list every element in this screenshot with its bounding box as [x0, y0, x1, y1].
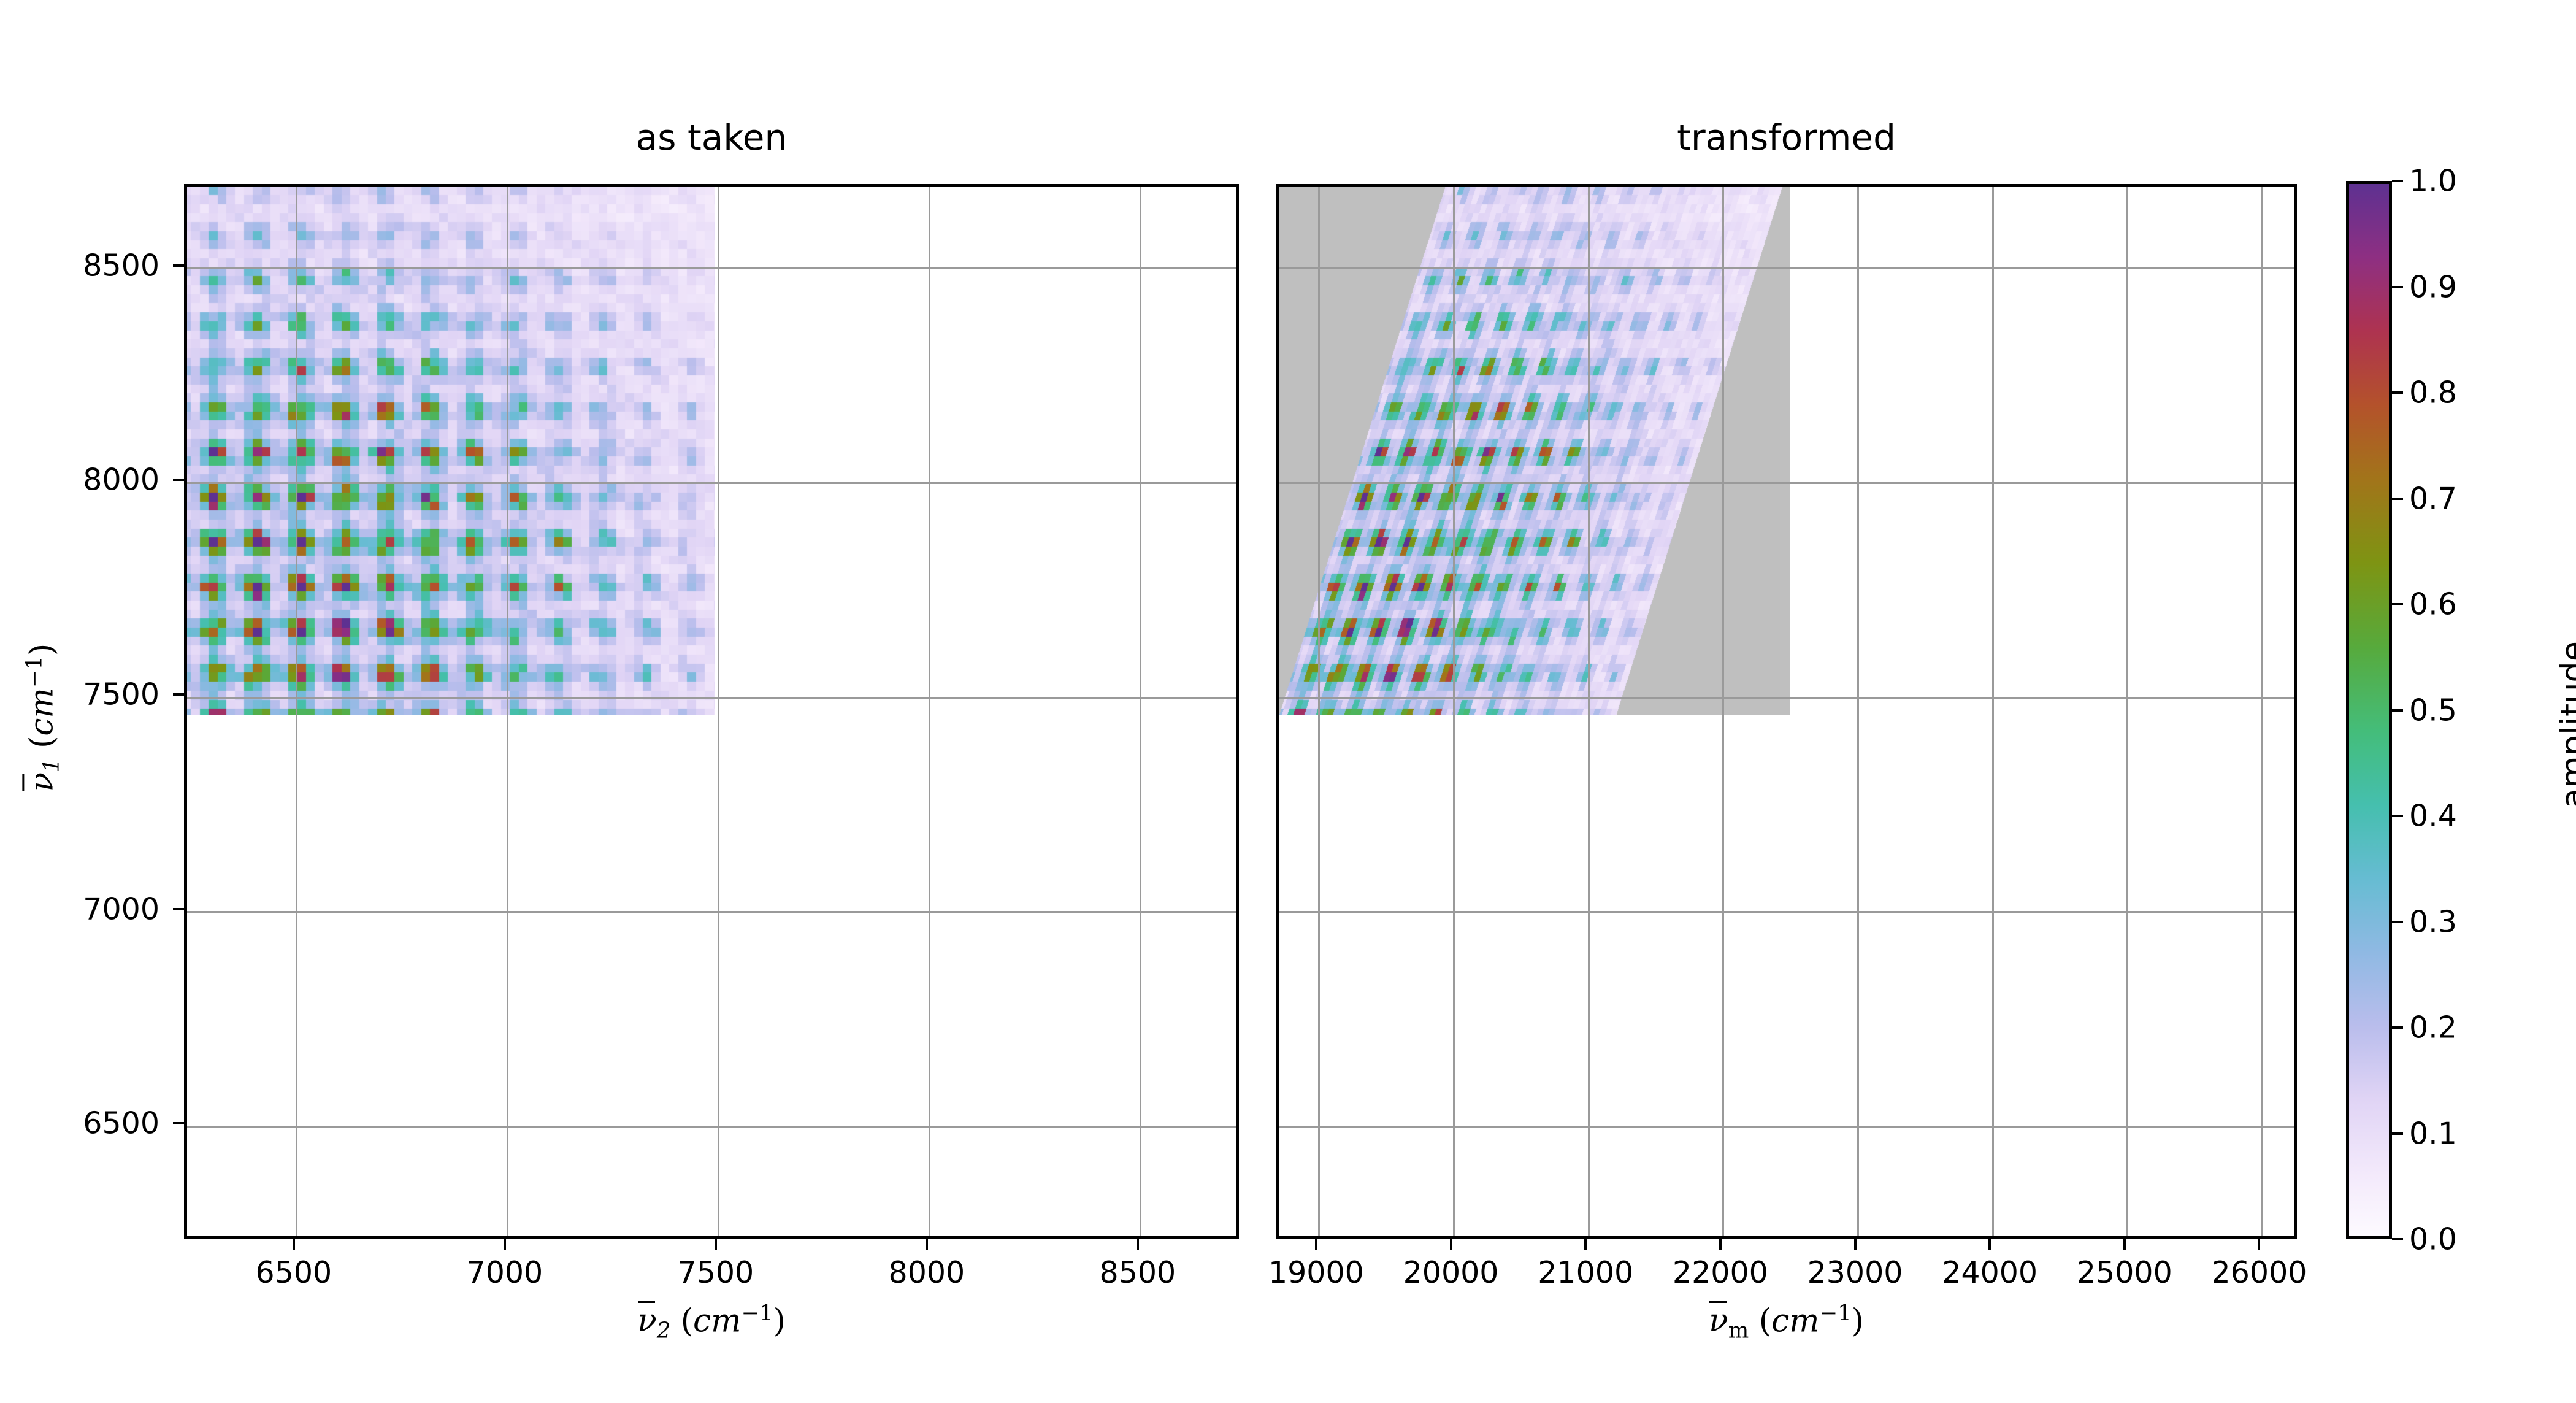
heatmap-as-taken — [187, 187, 715, 715]
gridline-vertical — [2126, 187, 2129, 1236]
yaxis-label-as-taken: ν1 (cm−1) — [21, 643, 64, 792]
colorbar-tick-label: 0.2 — [2409, 1010, 2457, 1045]
gridline-horizontal — [1279, 1125, 2294, 1128]
colorbar-tick-mark — [2392, 391, 2403, 394]
colorbar-tick-label: 0.6 — [2409, 586, 2457, 622]
colorbar-gradient — [2349, 184, 2389, 1236]
x-tick-mark — [2258, 1239, 2261, 1250]
gridline-horizontal — [1279, 911, 2294, 913]
heatmap-transformed — [1279, 187, 1790, 715]
colorbar-tick-label: 0.4 — [2409, 798, 2457, 834]
x-tick-label: 7500 — [677, 1255, 754, 1290]
y-tick-mark — [173, 1122, 184, 1125]
colorbar-tick-mark — [2392, 497, 2403, 500]
colorbar-tick-label: 0.7 — [2409, 481, 2457, 516]
x-tick-mark — [1449, 1239, 1452, 1250]
x-tick-mark — [1988, 1239, 1991, 1250]
x-tick-mark — [1719, 1239, 1722, 1250]
colorbar-tick-label: 0.8 — [2409, 375, 2457, 410]
y-tick-mark — [173, 264, 184, 267]
colorbar-tick-mark — [2392, 920, 2403, 923]
colorbar-tick-label: 0.5 — [2409, 693, 2457, 728]
colorbar-tick-mark — [2392, 709, 2403, 712]
x-tick-mark — [1584, 1239, 1587, 1250]
gridline-horizontal — [187, 911, 1236, 913]
x-tick-mark — [925, 1239, 928, 1250]
x-tick-label: 23000 — [1807, 1255, 1903, 1290]
y-tick-label: 7500 — [83, 677, 159, 712]
x-tick-label: 25000 — [2076, 1255, 2172, 1290]
y-tick-label: 8500 — [83, 248, 159, 283]
y-tick-mark — [173, 907, 184, 910]
panel-title-transformed: transformed — [1677, 117, 1896, 158]
colorbar-tick-label: 0.3 — [2409, 904, 2457, 939]
colorbar-tick-mark — [2392, 285, 2403, 288]
gridline-vertical — [1857, 187, 1860, 1236]
x-tick-label: 24000 — [1942, 1255, 2038, 1290]
xaxis-label-transformed: νm (cm−1) — [1709, 1301, 1864, 1343]
colorbar-tick-mark — [2392, 1026, 2403, 1029]
y-tick-label: 8000 — [83, 462, 159, 498]
x-tick-mark — [1136, 1239, 1139, 1250]
gridline-horizontal — [187, 1125, 1236, 1128]
x-tick-label: 21000 — [1538, 1255, 1634, 1290]
colorbar-label: amplitude — [2553, 641, 2576, 809]
panel-title-as-taken: as taken — [635, 117, 788, 158]
gridline-vertical — [1140, 187, 1142, 1236]
colorbar-tick-label: 0.1 — [2409, 1116, 2457, 1151]
panel-as-taken[interactable] — [184, 184, 1239, 1239]
colorbar-tick-mark — [2392, 603, 2403, 605]
x-tick-mark — [1314, 1239, 1317, 1250]
x-tick-label: 20000 — [1403, 1255, 1499, 1290]
x-tick-label: 19000 — [1268, 1255, 1364, 1290]
y-tick-mark — [173, 693, 184, 696]
colorbar-tick-label: 0.9 — [2409, 269, 2457, 304]
gridline-vertical — [718, 187, 720, 1236]
x-tick-label: 8000 — [888, 1255, 965, 1290]
panel-transformed[interactable] — [1276, 184, 2297, 1239]
x-tick-label: 8500 — [1099, 1255, 1176, 1290]
x-tick-label: 26000 — [2211, 1255, 2307, 1290]
y-tick-label: 7000 — [83, 891, 159, 927]
colorbar-tick-label: 0.0 — [2409, 1221, 2457, 1257]
x-tick-label: 6500 — [255, 1255, 332, 1290]
colorbar — [2346, 181, 2392, 1239]
xaxis-label-as-taken: ν2 (cm−1) — [637, 1301, 786, 1343]
colorbar-tick-mark — [2392, 180, 2403, 182]
gridline-vertical — [2261, 187, 2263, 1236]
x-tick-mark — [292, 1239, 295, 1250]
gridline-vertical — [1991, 187, 1994, 1236]
y-tick-mark — [173, 479, 184, 482]
gridline-vertical — [929, 187, 931, 1236]
y-tick-label: 6500 — [83, 1105, 159, 1141]
x-tick-label: 22000 — [1672, 1255, 1768, 1290]
colorbar-tick-mark — [2392, 1238, 2403, 1240]
x-tick-mark — [714, 1239, 717, 1250]
x-tick-mark — [2123, 1239, 2126, 1250]
colorbar-tick-mark — [2392, 815, 2403, 817]
x-tick-label: 7000 — [466, 1255, 543, 1290]
x-tick-mark — [503, 1239, 506, 1250]
colorbar-tick-label: 1.0 — [2409, 163, 2457, 199]
colorbar-tick-mark — [2392, 1132, 2403, 1135]
x-tick-mark — [1853, 1239, 1857, 1250]
